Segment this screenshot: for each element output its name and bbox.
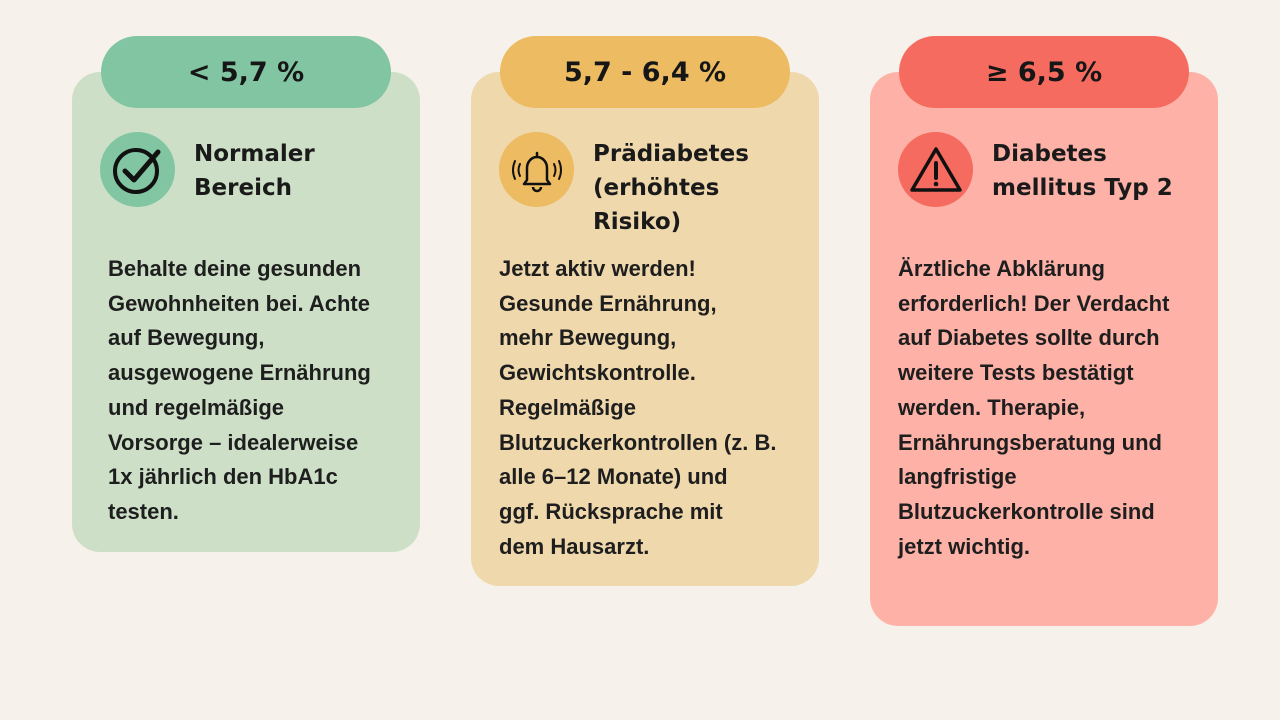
card-text-diabetes: Ärztliche Abklärung erforderlich! Der Ve… xyxy=(898,256,1170,559)
card-heading-diabetes: Diabetes mellitus Typ 2 xyxy=(992,141,1173,201)
range-badge-normal: < 5,7 % xyxy=(101,36,391,108)
card-text-normal: Behalte deine gesunden Gewohnheiten bei.… xyxy=(108,256,371,524)
check-circle-icon xyxy=(100,132,175,207)
card-heading-prediabetes: Prädiabetes (erhöhtes Risiko) xyxy=(593,141,749,235)
ringing-bell-icon xyxy=(499,132,574,207)
card-diabetes: ≥ 6,5 % Diabetes mellitus Typ 2 Ärztlich… xyxy=(870,36,1218,626)
card-heading-normal: Normaler Bereich xyxy=(194,141,315,201)
card-text-prediabetes: Jetzt aktiv werden! Gesunde Ernährung, m… xyxy=(499,256,777,559)
warning-triangle-icon xyxy=(898,132,973,207)
range-badge-prediabetes: 5,7 - 6,4 % xyxy=(500,36,790,108)
card-normal-range: < 5,7 % Normaler Bereich Behalte deine g… xyxy=(72,36,420,552)
range-badge-diabetes: ≥ 6,5 % xyxy=(899,36,1189,108)
card-prediabetes: 5,7 - 6,4 % Prädiabetes (erhöhtes Risiko… xyxy=(471,36,819,586)
